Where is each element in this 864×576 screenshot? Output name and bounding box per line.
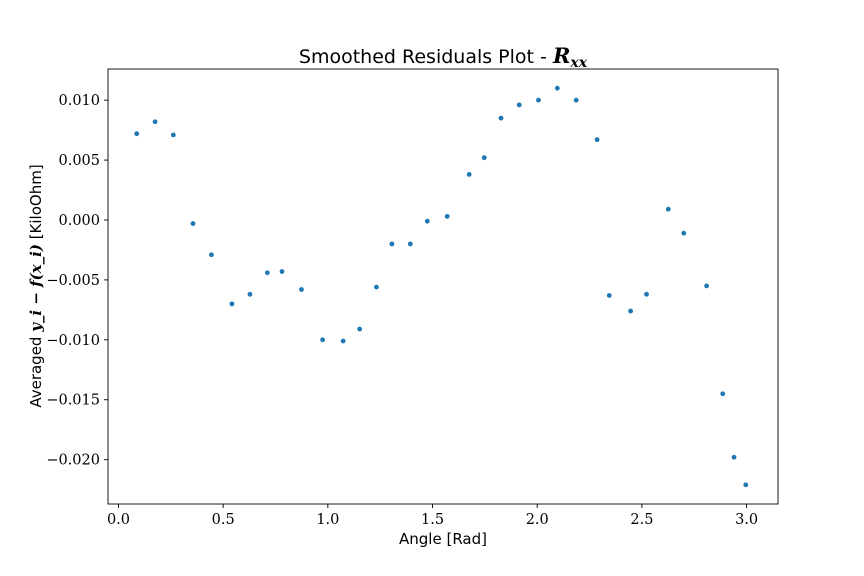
y-tick-label: 0.005 (58, 153, 100, 169)
y-axis: 0.010 0.005 0.000 −0.005 −0.010 −0.015 −0.020 (46, 93, 108, 469)
y-tick-label: 0.010 (58, 93, 100, 109)
data-point (247, 291, 253, 297)
data-point (134, 131, 140, 137)
chart-title: Smoothed Residuals Plot - Rxx (299, 43, 588, 71)
y-tick-label: −0.020 (46, 453, 100, 469)
data-point (731, 454, 737, 460)
data-point (720, 391, 726, 397)
data-point (665, 206, 671, 212)
x-axis: 0.0 0.5 1.0 1.5 2.0 2.5 3.0 (107, 504, 758, 528)
data-point (644, 291, 649, 297)
data-point (681, 230, 687, 236)
data-point (704, 283, 710, 289)
data-point (299, 287, 304, 292)
data-point (498, 115, 504, 121)
data-point (407, 241, 413, 247)
data-point (424, 218, 430, 224)
data-point (229, 301, 235, 307)
data-point (573, 97, 579, 103)
x-tick-label: 2.0 (526, 512, 549, 528)
y-axis-label: Averaged y_i − f(x_i) [KiloOhm] (27, 164, 45, 407)
data-point (357, 326, 363, 332)
plot-area-frame (107, 68, 779, 505)
data-point (279, 269, 285, 274)
data-point (444, 213, 450, 219)
data-point (264, 270, 270, 276)
data-point (209, 252, 214, 258)
data-point (606, 293, 612, 298)
data-point (170, 132, 176, 138)
data-point (536, 97, 541, 103)
data-point (554, 85, 560, 91)
y-tick-label: 0.000 (58, 213, 100, 229)
x-tick-label: 0.5 (212, 512, 235, 528)
data-point (594, 137, 600, 143)
x-tick-label: 3.0 (735, 512, 758, 528)
x-tick-label: 1.5 (421, 512, 444, 528)
data-point (389, 241, 395, 247)
data-point (340, 338, 346, 344)
x-tick-label: 0.0 (107, 512, 130, 528)
data-point (628, 308, 633, 314)
data-point (152, 119, 158, 125)
data-point (481, 155, 487, 161)
x-axis-label: Angle [Rad] (399, 530, 487, 548)
data-point (190, 221, 196, 226)
data-point (466, 172, 472, 177)
data-point (743, 482, 749, 488)
x-tick-label: 2.5 (630, 512, 653, 528)
y-tick-label: −0.005 (46, 273, 100, 289)
data-point (516, 102, 522, 108)
data-point (320, 337, 326, 343)
data-point (374, 284, 379, 290)
data-points (134, 85, 749, 488)
x-tick-label: 1.0 (316, 512, 339, 528)
y-tick-label: −0.010 (46, 333, 100, 349)
y-tick-label: −0.015 (46, 393, 100, 409)
